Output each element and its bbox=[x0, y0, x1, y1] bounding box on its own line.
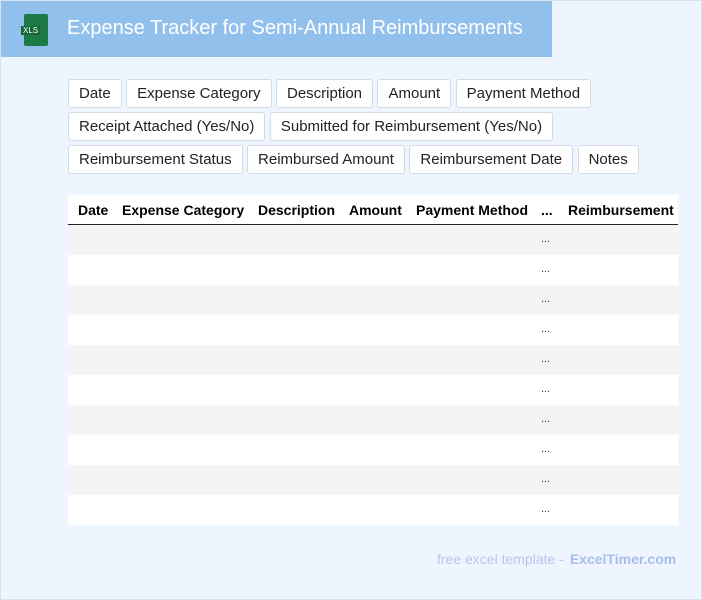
table-row: ... bbox=[68, 375, 678, 405]
row-ellipsis: ... bbox=[541, 353, 551, 365]
row-ellipsis: ... bbox=[541, 293, 551, 305]
col-description: Description bbox=[258, 202, 336, 218]
tag-expense-category[interactable]: Expense Category bbox=[126, 79, 272, 108]
row-ellipsis: ... bbox=[541, 503, 551, 515]
col-expense-category: Expense Category bbox=[122, 202, 245, 218]
table-row: ... bbox=[68, 255, 678, 285]
tag-description[interactable]: Description bbox=[276, 79, 374, 108]
row-ellipsis: ... bbox=[541, 413, 551, 425]
col-date: Date bbox=[78, 202, 109, 218]
table-row: ... bbox=[68, 495, 678, 525]
row-ellipsis: ... bbox=[541, 383, 551, 395]
table-row: ... bbox=[68, 315, 678, 345]
tag-notes[interactable]: Notes bbox=[577, 145, 639, 174]
table-row: ... bbox=[68, 405, 678, 435]
table-row: ... bbox=[68, 345, 678, 375]
page-title: Expense Tracker for Semi-Annual Reimburs… bbox=[67, 17, 523, 39]
table-header: Date Expense Category Description Amount… bbox=[68, 195, 678, 225]
header-bar: XLS Expense Tracker for Semi-Annual Reim… bbox=[1, 1, 552, 57]
col-reimbursement: Reimbursement bbox=[568, 202, 674, 218]
tag-amount[interactable]: Amount bbox=[377, 79, 452, 108]
col-ellipsis: ... bbox=[541, 202, 553, 218]
tag-reimbursed-amount[interactable]: Reimbursed Amount bbox=[247, 145, 405, 174]
col-amount: Amount bbox=[349, 202, 402, 218]
col-payment-method: Payment Method bbox=[416, 202, 529, 218]
row-ellipsis: ... bbox=[541, 263, 551, 275]
tag-reimbursement-status[interactable]: Reimbursement Status bbox=[68, 145, 243, 174]
expense-table: Date Expense Category Description Amount… bbox=[68, 195, 678, 525]
table-row: ... bbox=[68, 465, 678, 495]
icon-label: XLS bbox=[21, 26, 41, 35]
footer-text: free excel template - bbox=[437, 551, 564, 567]
tag-submitted[interactable]: Submitted for Reimbursement (Yes/No) bbox=[269, 112, 554, 141]
footer: free excel template - ExcelTimer.com bbox=[437, 551, 676, 567]
field-tags: Date Expense Category Description Amount… bbox=[68, 79, 648, 178]
footer-brand-link[interactable]: ExcelTimer.com bbox=[569, 551, 677, 567]
table-row: ... bbox=[68, 285, 678, 315]
tag-reimbursement-date[interactable]: Reimbursement Date bbox=[409, 145, 574, 174]
tag-date[interactable]: Date bbox=[68, 79, 122, 108]
table-row: ... bbox=[68, 435, 678, 465]
row-ellipsis: ... bbox=[541, 443, 551, 455]
xls-file-icon: XLS bbox=[21, 14, 48, 46]
tag-payment-method[interactable]: Payment Method bbox=[455, 79, 592, 108]
row-ellipsis: ... bbox=[541, 473, 551, 485]
table-row: ... bbox=[68, 225, 678, 255]
row-ellipsis: ... bbox=[541, 233, 551, 245]
row-ellipsis: ... bbox=[541, 323, 551, 335]
tag-receipt-attached[interactable]: Receipt Attached (Yes/No) bbox=[68, 112, 266, 141]
